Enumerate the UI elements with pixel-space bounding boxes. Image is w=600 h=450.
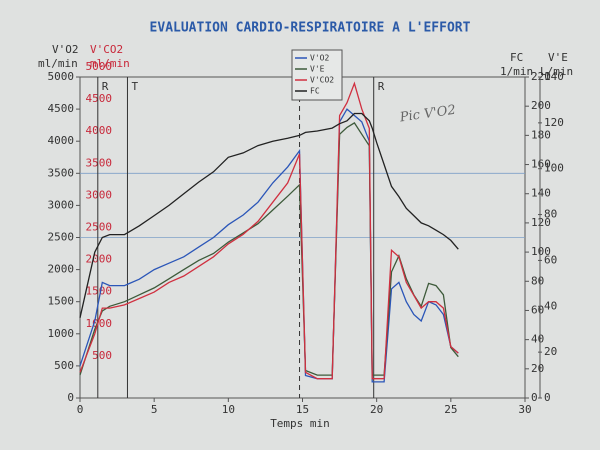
y-tick-label-co2: 4000	[86, 124, 113, 137]
event-label: T	[131, 80, 138, 93]
y-tick-label-co2: 2500	[86, 221, 113, 234]
axis-label: V'O2	[52, 43, 79, 56]
y-tick-label-co2: 4500	[86, 92, 113, 105]
y-tick-label: 1000	[48, 327, 75, 340]
axis-label: 1/min	[500, 65, 533, 78]
y3-tick-label: 100	[544, 162, 564, 175]
legend-label: V'E	[310, 65, 325, 74]
y3-tick-label: 80	[544, 208, 557, 221]
y-tick-label: 500	[54, 359, 74, 372]
series-line	[79, 81, 459, 380]
y2-tick-label: 200	[531, 99, 551, 112]
y2-tick-label: 40	[531, 333, 544, 346]
x-tick-label: 10	[222, 403, 235, 416]
axis-label: ml/min	[38, 57, 78, 70]
legend-label: FC	[310, 87, 320, 96]
y-tick-label: 3000	[48, 198, 75, 211]
y3-tick-label: 0	[544, 391, 551, 404]
y2-tick-label: 160	[531, 158, 551, 171]
y2-tick-label: 0	[531, 391, 538, 404]
chart-title: EVALUATION CARDIO-RESPIRATOIRE A L'EFFOR…	[150, 21, 471, 36]
axis-label: FC	[510, 51, 523, 64]
series-line	[79, 112, 459, 318]
x-tick-label: 15	[296, 403, 309, 416]
x-tick-label: 30	[518, 403, 531, 416]
y-tick-label: 1500	[48, 295, 75, 308]
y-tick-label: 2000	[48, 263, 75, 276]
x-tick-label: 25	[444, 403, 457, 416]
y2-tick-label: 180	[531, 128, 551, 141]
y-tick-label: 5000	[48, 70, 75, 83]
y-tick-label-co2: 1500	[86, 285, 113, 298]
y-tick-label-co2: 1000	[86, 317, 113, 330]
y-tick-label: 2500	[48, 231, 75, 244]
y-tick-label: 0	[67, 391, 74, 404]
y2-tick-label: 100	[531, 245, 551, 258]
x-axis-label: Temps min	[270, 417, 330, 430]
event-label: R	[102, 80, 109, 93]
y3-tick-label: 40	[544, 299, 557, 312]
y3-tick-label: 60	[544, 253, 557, 266]
y3-tick-label: 140	[544, 70, 564, 83]
event-label: R	[378, 80, 385, 93]
y2-tick-label: 120	[531, 216, 551, 229]
axis-label: ml/min	[90, 57, 130, 70]
axis-label: V'E	[548, 51, 568, 64]
y3-tick-label: 120	[544, 116, 564, 129]
y2-tick-label: 140	[531, 187, 551, 200]
x-tick-label: 0	[77, 403, 84, 416]
y-tick-label-co2: 3500	[86, 156, 113, 169]
legend-label: V'CO2	[310, 76, 334, 85]
y2-tick-label: 20	[531, 362, 544, 375]
legend-label: V'O2	[310, 54, 329, 63]
y3-tick-label: 20	[544, 345, 557, 358]
y-tick-label-co2: 2000	[86, 253, 113, 266]
x-tick-label: 20	[370, 403, 383, 416]
y2-tick-label: 80	[531, 274, 544, 287]
y-tick-label: 3500	[48, 166, 75, 179]
axis-label: L/min	[540, 65, 573, 78]
y-tick-label-co2: 3000	[86, 188, 113, 201]
y-tick-label: 4500	[48, 102, 75, 115]
y-tick-label-co2: 5000	[86, 60, 113, 73]
y2-tick-label: 60	[531, 303, 544, 316]
y-tick-label-co2: 500	[92, 349, 112, 362]
y-tick-label: 4000	[48, 134, 75, 147]
x-tick-label: 5	[151, 403, 158, 416]
axis-label: V'CO2	[90, 43, 123, 56]
